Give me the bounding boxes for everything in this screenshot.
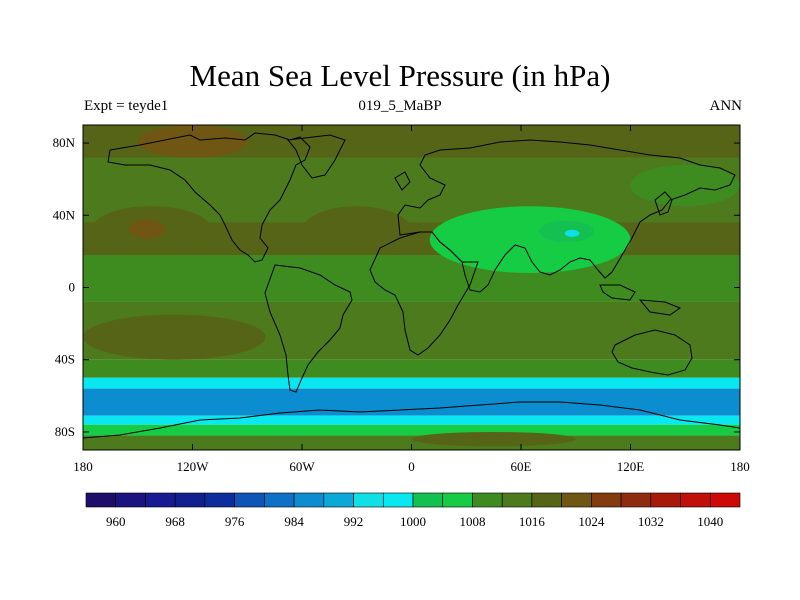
- colorbar-swatch: [323, 492, 354, 508]
- colorbar-swatch: [472, 492, 503, 508]
- north-atlantic-high: [302, 206, 412, 255]
- colorbar-label: 976: [225, 514, 245, 529]
- experiment-label: Expt = teyde1: [84, 98, 169, 114]
- y-tick-label: 80S: [55, 424, 75, 439]
- pressure-band: [83, 388, 740, 416]
- colorbar-label: 1008: [459, 514, 485, 529]
- arctic-high: [137, 125, 248, 158]
- pressure-band: [83, 377, 740, 389]
- colorbar-swatch: [561, 492, 592, 508]
- x-tick-label: 60W: [289, 459, 315, 474]
- colorbar-swatch: [353, 492, 384, 508]
- x-tick-label: 180: [730, 459, 750, 474]
- antarctic-high: [411, 431, 576, 447]
- colorbar-swatch: [85, 492, 117, 508]
- colorbar-label: 1032: [638, 514, 664, 529]
- colorbar-label: 984: [284, 514, 304, 529]
- x-tick-label: 180: [73, 459, 93, 474]
- colorbar-label: 1000: [400, 514, 426, 529]
- colorbar-label: 1024: [578, 514, 605, 529]
- colorbar-swatch: [145, 492, 176, 508]
- pressure-field: [83, 125, 740, 450]
- pressure-band: [83, 415, 740, 425]
- colorbar: 960 968 976 984 992 1000 1008 1016 1024 1032 1040: [85, 492, 741, 529]
- south-pacific-high: [83, 314, 266, 360]
- colorbar-swatch: [264, 492, 295, 508]
- colorbar-swatch: [442, 492, 473, 508]
- colorbar-swatch: [382, 492, 414, 508]
- colorbar-swatch: [591, 492, 622, 508]
- asian-low: [429, 206, 631, 274]
- colorbar-swatch: [115, 492, 146, 508]
- x-tick-label: 120W: [177, 459, 210, 474]
- y-tick-label: 40N: [53, 207, 76, 222]
- y-tick-label: 80N: [53, 135, 76, 150]
- north-pacific-high-core: [128, 218, 166, 239]
- y-tick-label: 0: [69, 280, 76, 295]
- map-title: Mean Sea Level Pressure (in hPa): [189, 58, 611, 93]
- period-label: 019_5_MaBP: [358, 98, 442, 114]
- colorbar-swatch: [709, 492, 741, 508]
- colorbar-swatch: [531, 492, 562, 508]
- colorbar-label: 1016: [519, 514, 546, 529]
- colorbar-swatch: [501, 492, 533, 508]
- pressure-band: [83, 157, 740, 190]
- coastline-outlines: [83, 132, 740, 439]
- pressure-band: [83, 424, 740, 436]
- colorbar-label: 960: [106, 514, 126, 529]
- y-axis: 80N 40N 0 40S 80S: [53, 135, 740, 439]
- tibet-low-core: [564, 229, 580, 237]
- colorbar-swatch: [650, 492, 681, 508]
- colorbar-swatch: [174, 492, 206, 508]
- colorbar-label: 968: [165, 514, 185, 529]
- x-tick-label: 0: [408, 459, 415, 474]
- x-tick-label: 120E: [617, 459, 645, 474]
- siberia-low-lobe: [630, 164, 740, 207]
- x-tick-label: 60E: [511, 459, 532, 474]
- colorbar-swatch: [204, 492, 235, 508]
- pressure-band: [83, 359, 740, 378]
- y-tick-label: 40S: [55, 352, 75, 367]
- season-label: ANN: [709, 98, 743, 114]
- colorbar-label: 992: [344, 514, 364, 529]
- colorbar-swatch: [620, 492, 652, 508]
- pressure-band: [83, 255, 740, 302]
- x-axis: 180 120W 60W 0 60E 120E 180: [73, 125, 750, 474]
- colorbar-swatch: [680, 492, 711, 508]
- colorbar-label: 1040: [697, 514, 723, 529]
- colorbar-swatch: [293, 492, 325, 508]
- colorbar-swatch: [412, 492, 444, 508]
- colorbar-swatch: [234, 492, 265, 508]
